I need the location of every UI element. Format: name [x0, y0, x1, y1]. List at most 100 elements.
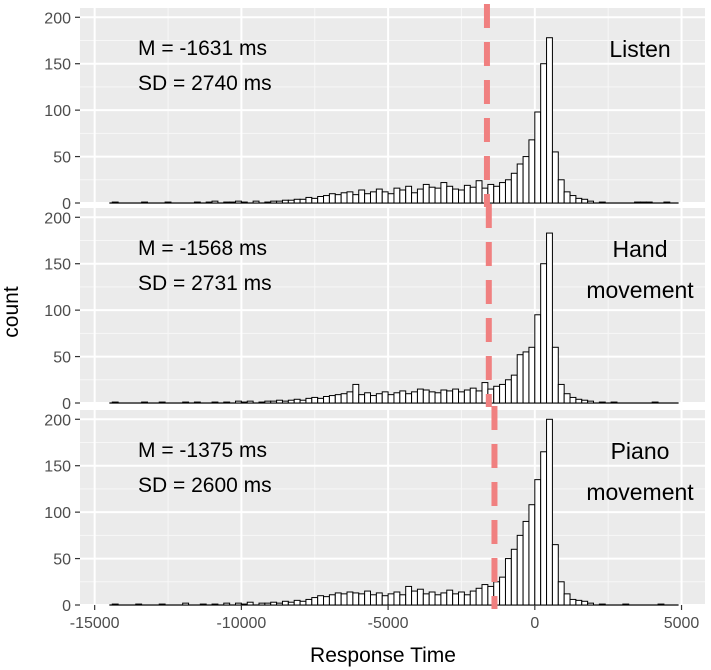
histogram-bar [522, 156, 530, 204]
y-tick-label: 100 [44, 103, 71, 120]
histogram-bar [317, 397, 325, 404]
histogram-bar [369, 395, 377, 404]
histogram-bar [510, 172, 518, 204]
panel-condition-label: Listen [609, 36, 670, 62]
histogram-bar [364, 392, 371, 404]
histogram-bar [387, 193, 395, 204]
histogram-bar [258, 401, 266, 404]
histogram-bar [276, 200, 283, 204]
histogram-bar [452, 593, 460, 606]
histogram-bar [246, 400, 254, 404]
histogram-bar [235, 602, 242, 606]
histogram-bar [575, 398, 583, 404]
histogram-bar [240, 201, 248, 204]
histogram-bar [305, 598, 313, 606]
histogram-bar [393, 392, 401, 404]
histogram-bar [434, 594, 442, 606]
histogram-bar [281, 600, 289, 606]
x-axis: -15000 -10000 -5000 0 5000 [70, 605, 699, 632]
histogram-bar [557, 581, 565, 606]
panel-condition-label: Piano [611, 438, 670, 464]
histogram-bar [569, 195, 577, 204]
histogram-bar [399, 594, 407, 606]
x-axis-label: Response Time [310, 644, 456, 667]
histogram-bar [281, 199, 289, 204]
histogram-bar [270, 200, 278, 204]
panel-stat-label: M = -1375 ms [138, 439, 267, 462]
histogram-bar [581, 399, 589, 404]
histogram-bar [639, 201, 647, 204]
histogram-bar [293, 599, 301, 606]
histogram-bar [323, 396, 330, 404]
histogram-bar [299, 600, 307, 606]
histogram-bar [158, 401, 166, 404]
histogram-bar [317, 196, 325, 204]
histogram-bar [546, 37, 553, 204]
histogram-bar [235, 400, 242, 404]
histogram-bar [305, 196, 313, 204]
histogram-bar [111, 603, 119, 606]
x-tick-label: -10000 [216, 615, 266, 632]
histogram-bar [334, 394, 342, 404]
histogram-bar [381, 191, 389, 204]
histogram-bar [475, 180, 483, 204]
histogram-bar [340, 393, 348, 404]
histogram-bar [434, 187, 442, 204]
histogram-bar [270, 601, 278, 606]
histogram-bar [587, 602, 594, 606]
histogram-bar [369, 594, 377, 606]
histogram-bar [528, 504, 536, 606]
histogram-bar [540, 263, 548, 404]
histogram-bar [199, 603, 207, 606]
y-tick-label: 0 [62, 196, 71, 213]
y-tick-label: 150 [44, 57, 71, 74]
y-tick-label: 200 [44, 210, 71, 227]
y-axis-label: count [0, 286, 23, 338]
panel-condition-label: movement [586, 277, 694, 303]
histogram-bar [182, 401, 190, 404]
facet-panels: 0 50 100 150 200 M = -1631 ms SD = 2740 ms List… [44, 4, 705, 615]
histogram-bar [264, 400, 272, 404]
histogram-bar [522, 520, 530, 606]
histogram-bar [141, 401, 148, 404]
histogram-bar [528, 346, 536, 404]
histogram-bar [569, 396, 577, 404]
histogram-bar [598, 201, 606, 204]
histogram-bar [651, 401, 659, 404]
histogram-bar [446, 390, 454, 404]
histogram-bar [358, 593, 366, 606]
histogram-bar [340, 192, 348, 204]
histogram-bar [434, 392, 442, 404]
histogram-bar [481, 584, 489, 606]
histogram-bar [557, 383, 565, 404]
histogram-bar [458, 591, 465, 606]
histogram-bar [111, 401, 119, 404]
histogram-bar [452, 388, 460, 404]
histogram-bar [323, 596, 330, 606]
histogram-bar [346, 591, 354, 606]
facet-panel-3: 0 50 100 150 200 M = -1375 ms SD = 2600 ms Pian… [44, 406, 705, 615]
y-tick-label: 50 [53, 552, 71, 569]
histogram-bar [334, 194, 342, 204]
histogram-bar [422, 183, 430, 204]
histogram-bar [428, 591, 436, 606]
x-tick-label: 0 [530, 615, 539, 632]
histogram-bar [575, 197, 583, 204]
histogram-bar [311, 197, 319, 204]
histogram-bar [475, 390, 483, 404]
histogram-bar [563, 393, 571, 404]
histogram-bar [546, 418, 553, 606]
histogram-bar [299, 198, 307, 204]
histogram-bar [551, 151, 559, 204]
y-tick-label: 50 [53, 150, 71, 167]
histogram-bar [405, 185, 413, 204]
histogram-bar [264, 602, 272, 606]
histogram-bar [364, 590, 371, 606]
histogram-bar [229, 201, 237, 204]
histogram-bar [428, 186, 436, 204]
histogram-bar [111, 201, 119, 204]
histogram-bar [276, 602, 283, 606]
histogram-bar [393, 187, 401, 204]
histogram-bar [534, 111, 542, 204]
histogram-bar [399, 189, 407, 204]
